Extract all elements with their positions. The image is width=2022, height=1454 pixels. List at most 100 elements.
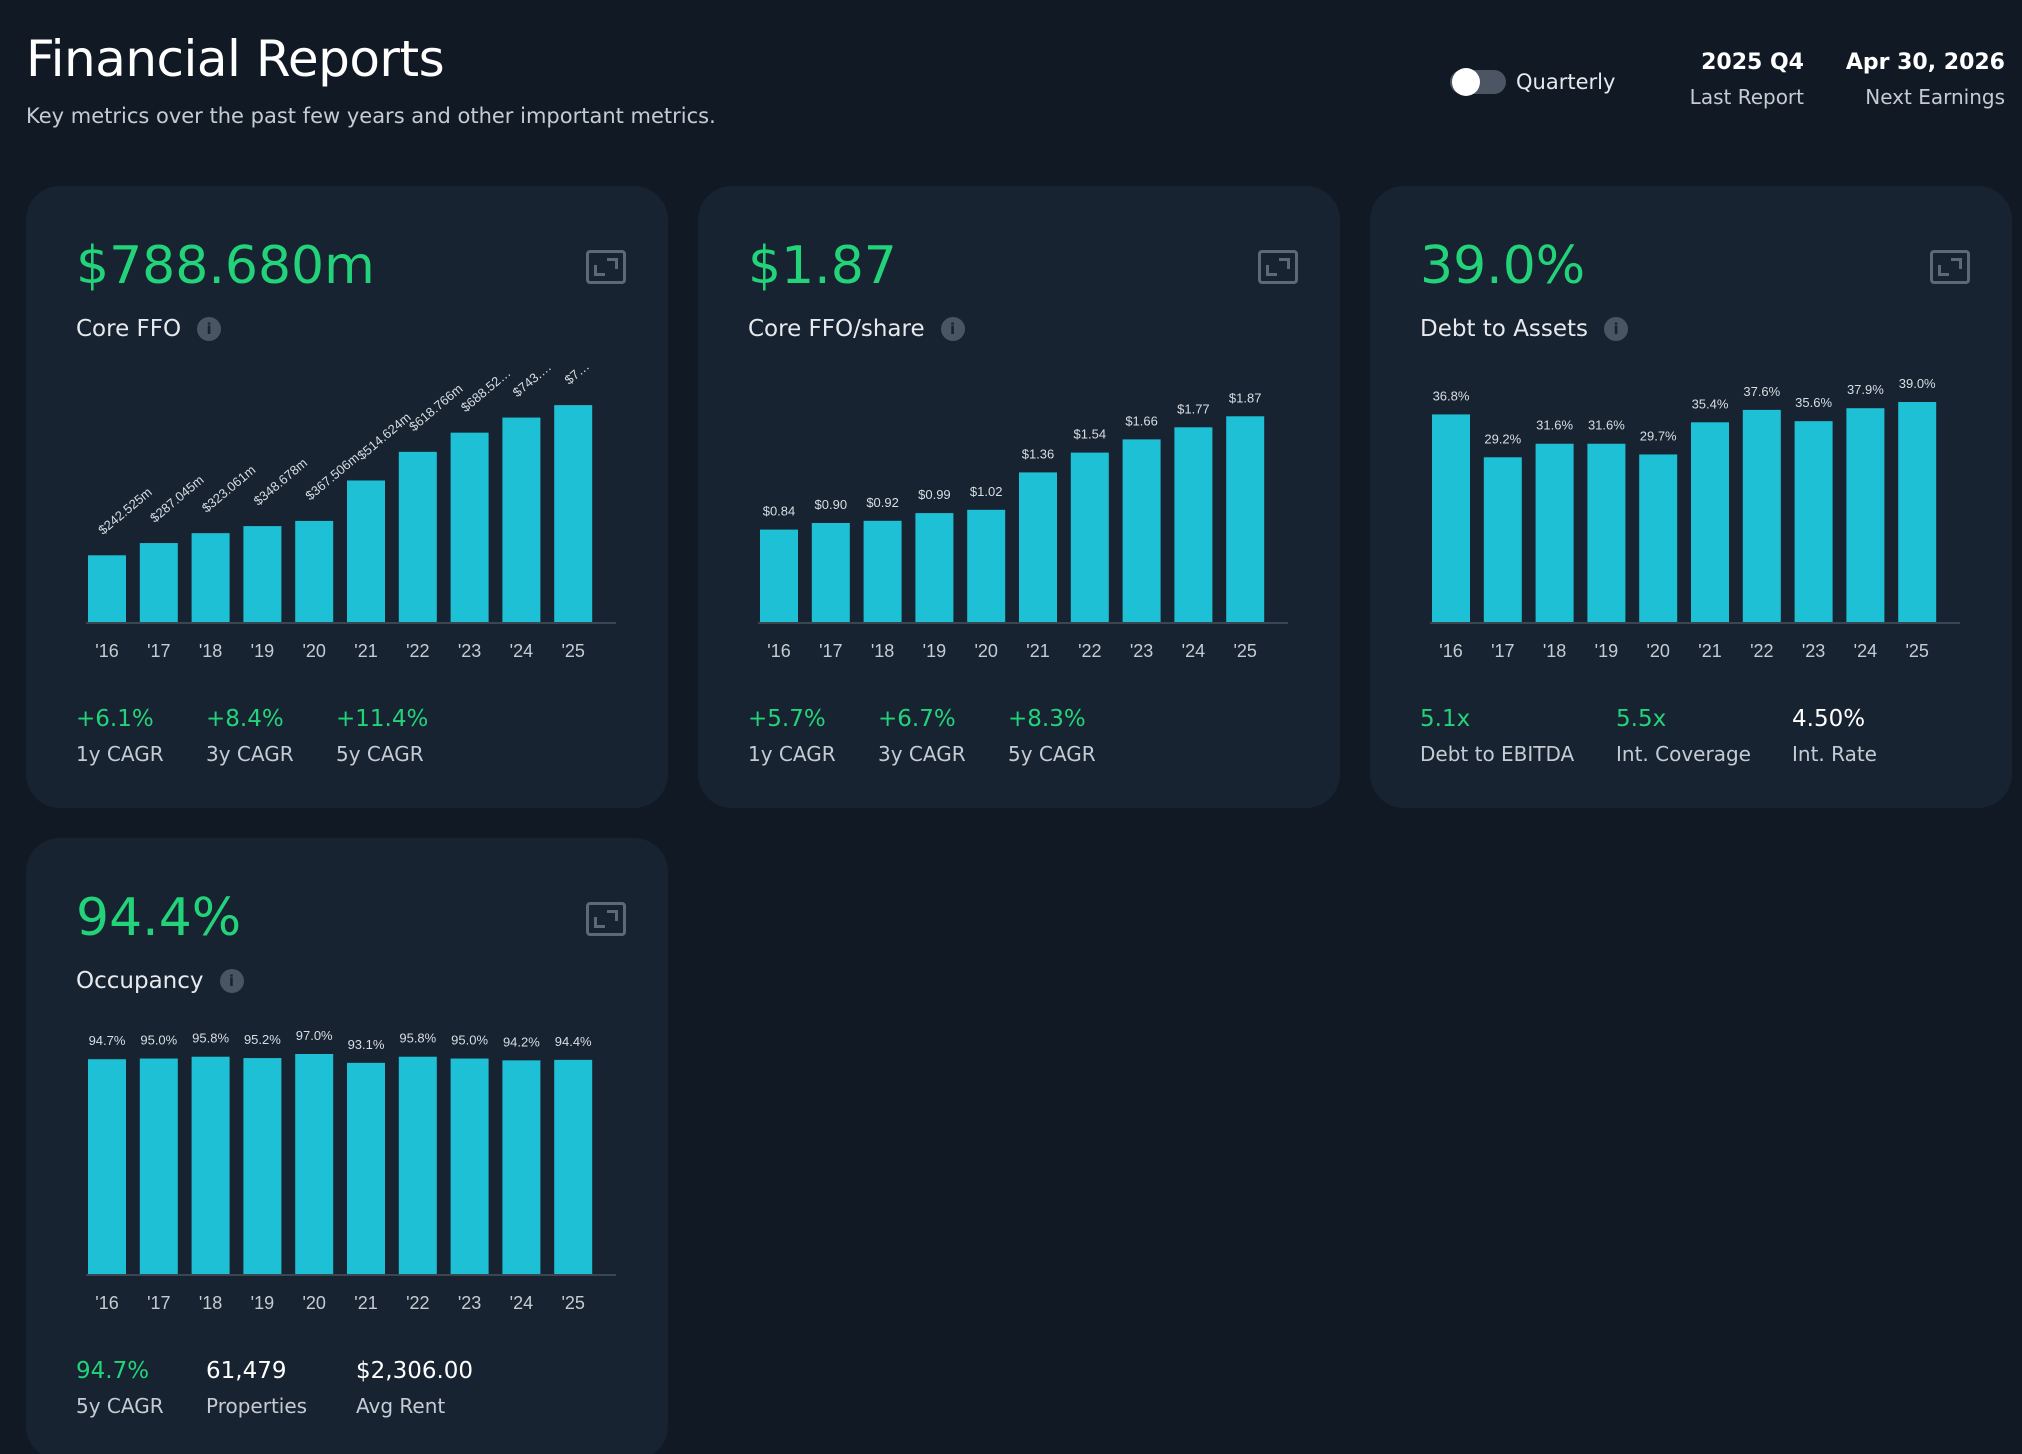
x-tick-label: '18 <box>871 641 894 661</box>
toggle-label: Quarterly <box>1516 70 1616 94</box>
stat-value: 5.1x <box>1420 706 1471 732</box>
data-label: 97.0% <box>296 1028 333 1043</box>
x-tick-label: '20 <box>974 641 997 661</box>
stat-label: 5y CAGR <box>336 742 424 766</box>
expand-icon[interactable] <box>586 902 626 936</box>
data-label: $618.766m <box>406 381 465 434</box>
info-icon[interactable]: i <box>1604 317 1629 341</box>
toggle-knob <box>1452 68 1480 96</box>
data-label: 31.6% <box>1536 418 1573 433</box>
last-report-label: Last Report <box>1689 85 1804 109</box>
x-tick-label: '21 <box>354 641 377 661</box>
data-label: 36.8% <box>1433 388 1470 403</box>
stat-label: 3y CAGR <box>206 742 294 766</box>
data-label: $242.525m <box>95 484 154 537</box>
bar <box>295 1054 334 1274</box>
data-label: 29.2% <box>1484 431 1521 446</box>
stat-label: Properties <box>206 1394 308 1418</box>
stat: 61,479 Properties <box>206 1358 307 1418</box>
data-label: $743.… <box>510 359 555 400</box>
bar <box>502 417 541 622</box>
bar-chart: '16 $0.84 '17 $0.90 '18 $0.92 '19 $0.99 '20 $1.02… <box>758 390 1288 661</box>
x-tick-label: '25 <box>561 641 584 661</box>
x-tick-label: '25 <box>561 1293 584 1313</box>
bar <box>1070 452 1109 622</box>
bar-chart: '16 $242.525m '17 $287.045m '18 $323.061m '19 $… <box>86 358 616 661</box>
metric-label-text: Debt to Assets <box>1420 316 1589 342</box>
metric-value: 39.0% <box>1420 236 1586 296</box>
stat-label: 1y CAGR <box>748 742 836 766</box>
bar <box>554 1059 593 1274</box>
expand-icon[interactable] <box>586 250 626 284</box>
stat-label: 5y CAGR <box>1008 742 1096 766</box>
bar <box>1483 457 1522 622</box>
next-earnings: Apr 30, 2026 Next Earnings <box>1846 50 2005 109</box>
quarterly-toggle[interactable] <box>1450 68 1506 96</box>
card-occupancy: 94.4% Occupancy i '16 94.7% '17 95.0% '18 95.8… <box>26 838 668 1454</box>
stat-value: 94.7% <box>76 1358 150 1384</box>
bar <box>450 432 489 622</box>
stat-value: +6.1% <box>76 706 154 732</box>
stat: +5.7% 1y CAGR <box>748 706 836 766</box>
stat-value: 5.5x <box>1616 706 1667 732</box>
info-icon[interactable]: i <box>197 317 222 341</box>
x-tick-label: '21 <box>1026 641 1049 661</box>
bar <box>1122 439 1161 622</box>
info-icon[interactable]: i <box>219 969 244 993</box>
x-tick-label: '19 <box>923 641 946 661</box>
data-label: 37.9% <box>1847 382 1884 397</box>
metric-value: 94.4% <box>76 888 242 948</box>
bar <box>915 513 954 622</box>
bar <box>295 520 334 622</box>
data-label: $1.77 <box>1177 401 1210 416</box>
x-tick-label: '24 <box>1182 641 1205 661</box>
x-tick-label: '24 <box>510 1293 533 1313</box>
bar <box>1639 454 1678 622</box>
bar <box>1742 409 1781 622</box>
data-label: $287.045m <box>147 472 206 525</box>
bar <box>760 529 798 622</box>
metric-label-text: Core FFO/share <box>748 316 925 342</box>
stat-value: 61,479 <box>206 1358 287 1384</box>
stat-value: +6.7% <box>878 706 956 732</box>
bar <box>1535 443 1574 622</box>
x-tick-label: '22 <box>406 641 429 661</box>
x-tick-label: '17 <box>147 641 170 661</box>
x-tick-label: '16 <box>767 641 790 661</box>
bar <box>191 533 230 622</box>
x-tick-label: '17 <box>147 1293 170 1313</box>
bar <box>554 405 593 622</box>
bar <box>398 1056 437 1274</box>
info-icon[interactable]: i <box>940 317 965 341</box>
expand-icon[interactable] <box>1258 250 1298 284</box>
x-tick-label: '23 <box>458 1293 481 1313</box>
stat-label: Avg Rent <box>356 1394 446 1418</box>
x-tick-label: '24 <box>510 641 533 661</box>
last-report-value: 2025 Q4 <box>1701 50 1804 75</box>
stat-value: +5.7% <box>748 706 826 732</box>
x-tick-label: '19 <box>1595 641 1618 661</box>
stat: 5.5x Int. Coverage <box>1616 706 1751 766</box>
data-label: $0.99 <box>918 487 951 502</box>
bar <box>863 520 902 622</box>
data-label: $7… <box>561 358 592 387</box>
stat: +6.7% 3y CAGR <box>878 706 966 766</box>
data-label: $1.36 <box>1022 446 1055 461</box>
card-debt-to-assets: 39.0% Debt to Assets i '16 36.8% '17 29.2% '1… <box>1370 186 2012 808</box>
expand-icon[interactable] <box>1930 250 1970 284</box>
stat: +8.3% 5y CAGR <box>1008 706 1096 766</box>
bar <box>811 523 850 622</box>
x-tick-label: '17 <box>819 641 842 661</box>
data-label: 95.8% <box>399 1031 436 1046</box>
data-label: $1.02 <box>970 484 1003 499</box>
data-label: 93.1% <box>348 1037 385 1052</box>
data-label: $688.52… <box>458 365 514 415</box>
data-label: 94.2% <box>503 1034 540 1049</box>
stat: +6.1% 1y CAGR <box>76 706 164 766</box>
stat: +8.4% 3y CAGR <box>206 706 294 766</box>
page-subtitle: Key metrics over the past few years and … <box>26 104 716 128</box>
metric-label-text: Occupancy <box>76 968 204 994</box>
data-label: 35.4% <box>1692 396 1729 411</box>
metric-label: Core FFO i <box>76 316 222 342</box>
stat-label: 5y CAGR <box>76 1394 164 1418</box>
